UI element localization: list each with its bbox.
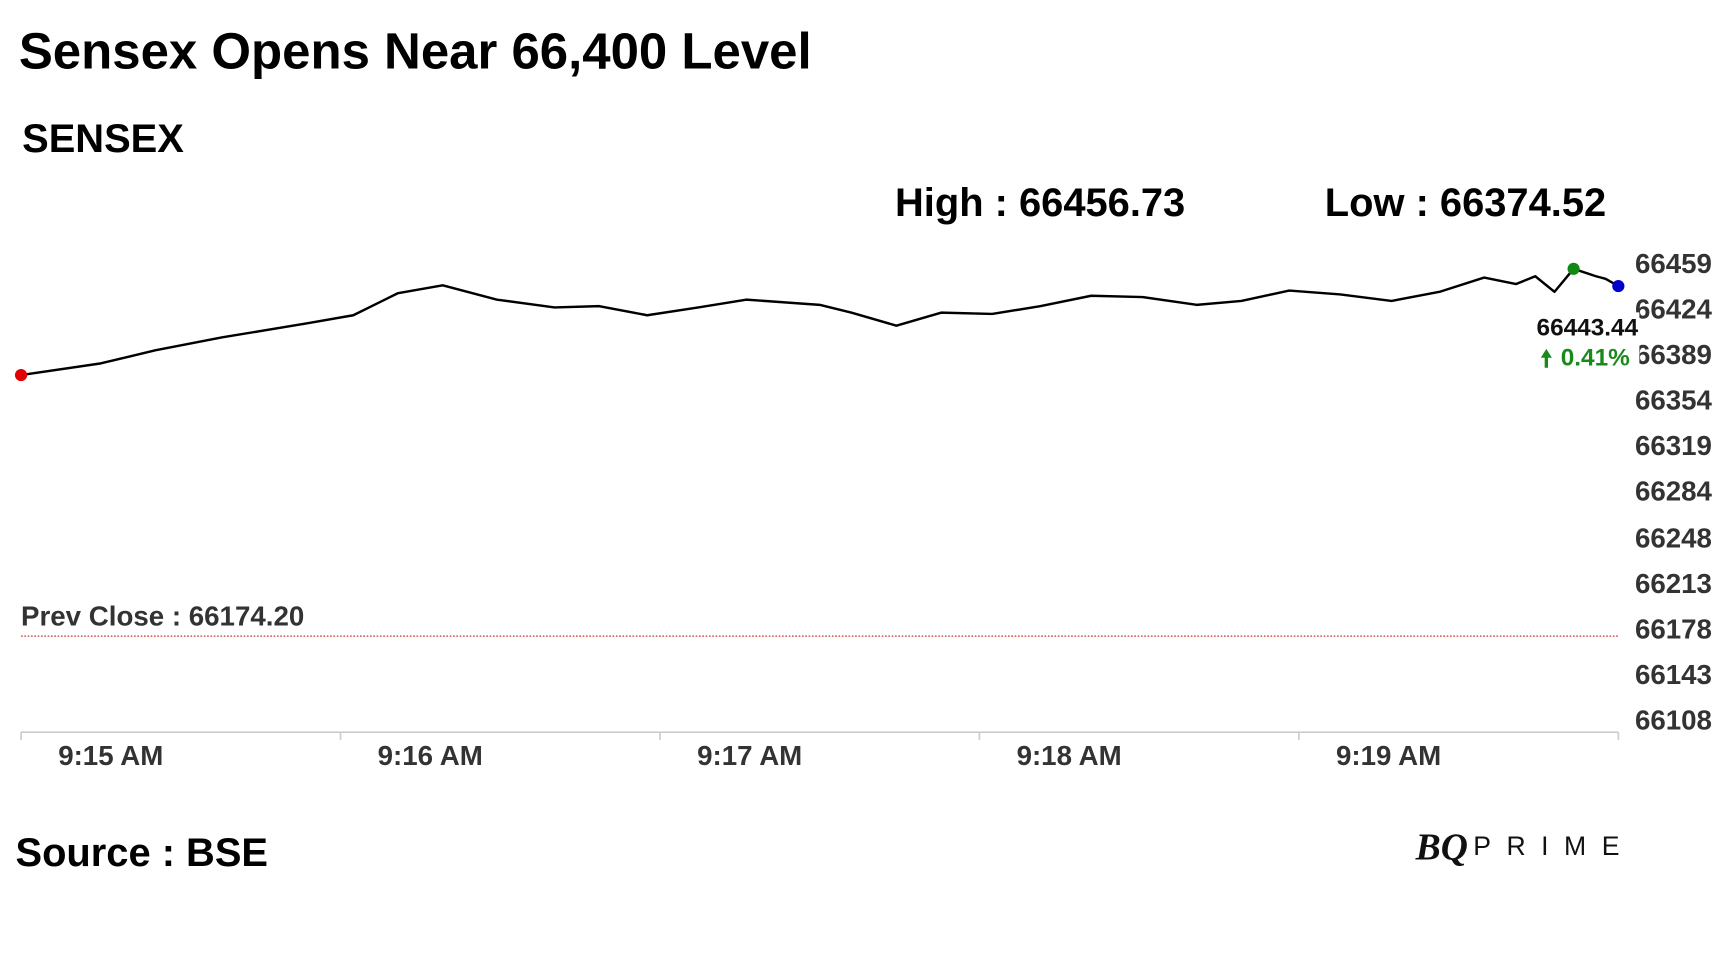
y-tick-label: 66389 (1635, 339, 1712, 370)
change-label: 0.41% (1561, 344, 1630, 371)
prev-close-label: Prev Close : 66174.20 (21, 601, 304, 632)
logo-mark: BQ (1415, 827, 1468, 869)
change-arrow (1540, 348, 1552, 368)
x-tick-label: 9:17 AM (697, 740, 802, 771)
low-text: Low : 66374.52 (1325, 181, 1606, 225)
y-tick-label: 66178 (1635, 614, 1712, 645)
series-line (20, 267, 1619, 377)
y-tick-label: 66213 (1635, 568, 1712, 599)
x-tick-label: 9:16 AM (378, 740, 483, 771)
logo-word: PRIME (1473, 831, 1635, 861)
high-text: High : 66456.73 (895, 181, 1185, 225)
x-tick-label: 9:15 AM (58, 740, 163, 771)
chart-title: Sensex Opens Near 66,400 Level (19, 23, 812, 80)
y-tick-label: 66459 (1635, 248, 1712, 279)
subtitle: SENSEX (22, 117, 184, 161)
x-tick-label: 9:19 AM (1336, 740, 1441, 771)
y-tick-label: 66143 (1635, 659, 1712, 690)
x-tick-label: 9:18 AM (1017, 740, 1122, 771)
source: Source : BSE (16, 831, 269, 875)
y-tick-label: 66354 (1635, 385, 1713, 416)
y-tick-label: 66319 (1635, 430, 1712, 461)
last-value-label: 66443.44 (1537, 314, 1639, 341)
end-marker (1612, 279, 1625, 293)
start-marker (14, 368, 28, 382)
high-marker (1567, 262, 1580, 275)
y-tick-label: 66248 (1635, 523, 1712, 554)
y-tick-label: 66108 (1635, 705, 1712, 736)
y-tick-label: 66284 (1635, 476, 1713, 507)
y-tick-label: 66424 (1635, 294, 1713, 325)
